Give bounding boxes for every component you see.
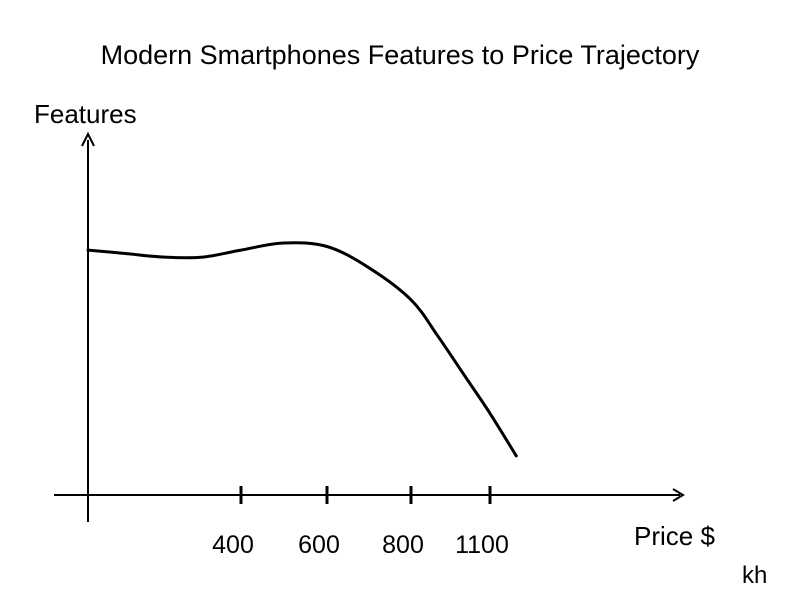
x-axis-arrow — [672, 488, 685, 502]
y-axis-label: Features — [34, 99, 137, 129]
series-line — [86, 241, 518, 458]
x-tick-label-1: 600 — [298, 531, 340, 559]
x-tick-label-0: 400 — [212, 531, 254, 559]
x-ticks — [239, 486, 492, 504]
x-tick-labels: 400 600 800 1100 — [212, 531, 509, 559]
x-axis-label: Price $ — [634, 521, 715, 551]
chart-title: Modern Smartphones Features to Price Tra… — [101, 40, 700, 70]
x-tick-label-2: 800 — [382, 531, 424, 559]
x-tick-label-3: 1100 — [455, 531, 509, 559]
signature-text: kh — [742, 562, 767, 589]
y-axis-arrow — [81, 131, 95, 147]
